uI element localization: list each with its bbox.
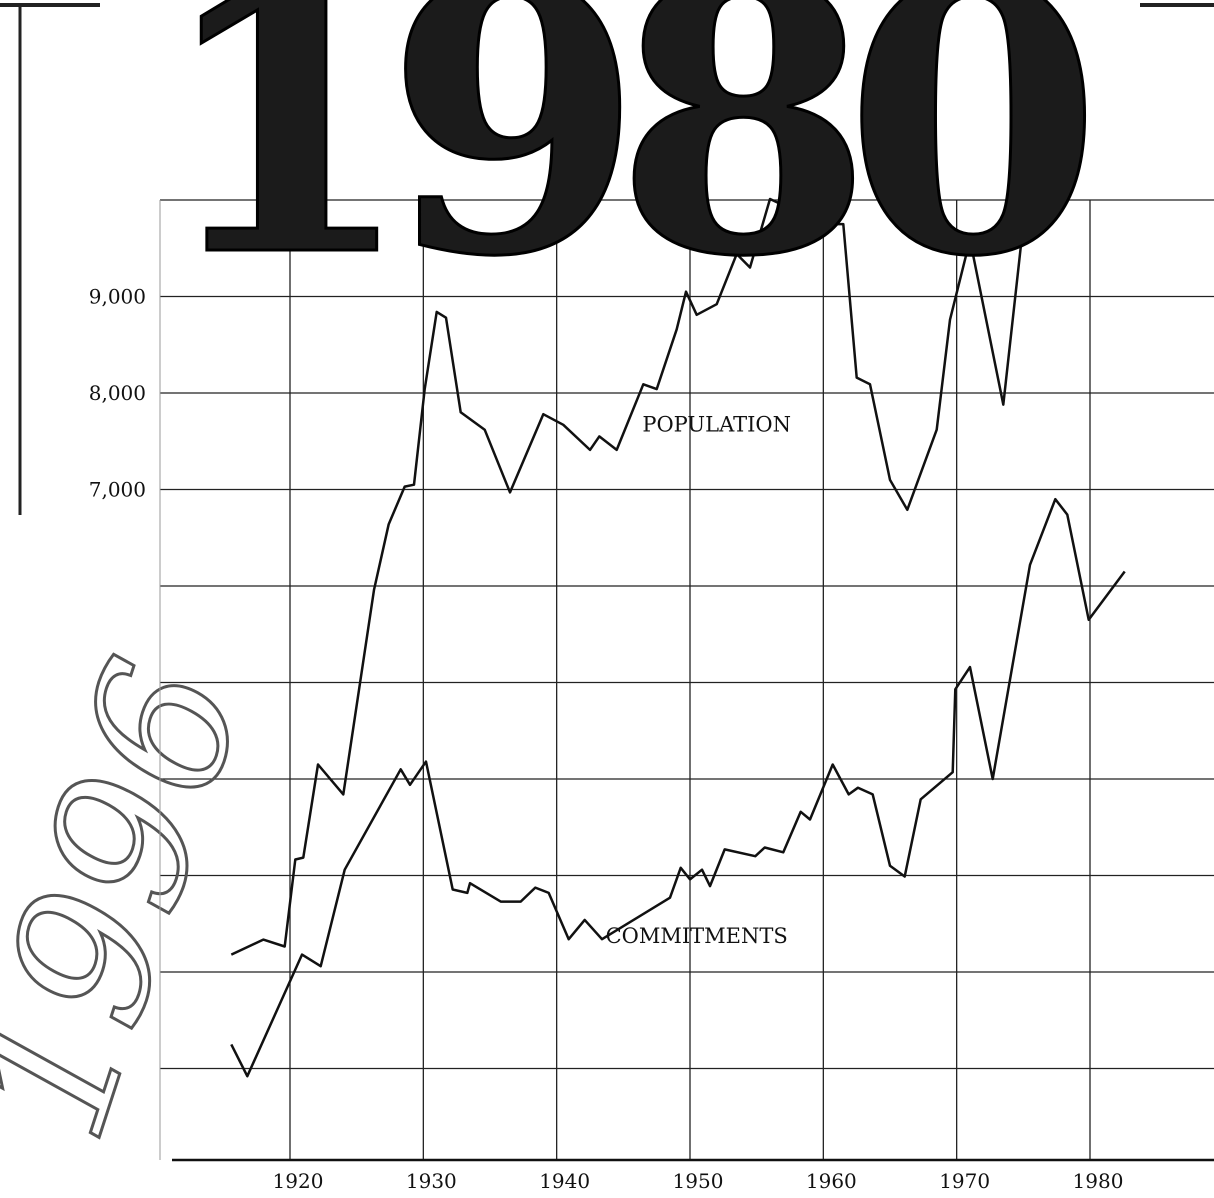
y-tick-label: 7,000 <box>89 478 146 502</box>
series-line <box>230 497 1126 1078</box>
x-tick-label: 1920 <box>273 1169 324 1193</box>
x-tick-label: 1960 <box>806 1169 857 1193</box>
annotation: POPULATION <box>642 413 791 437</box>
x-tick-label: 1970 <box>939 1169 990 1193</box>
series-line <box>230 197 1025 956</box>
data-lines <box>230 197 1126 1078</box>
x-tick-label: 1930 <box>406 1169 457 1193</box>
logo-text: 1980 <box>156 0 1087 338</box>
decoration: 1980 1996 <box>0 0 1117 1165</box>
x-tick-label: 1940 <box>539 1169 590 1193</box>
annotation: COMMITMENTS <box>606 924 788 948</box>
y-tick-label: 9,000 <box>89 285 146 309</box>
axes <box>159 200 1214 1162</box>
grid <box>160 199 1214 1160</box>
y-tick-label: 8,000 <box>89 381 146 405</box>
x-tick-label: 1980 <box>1073 1169 1124 1193</box>
x-tick-label: 1950 <box>673 1169 724 1193</box>
script-text: 1996 <box>0 636 287 1164</box>
